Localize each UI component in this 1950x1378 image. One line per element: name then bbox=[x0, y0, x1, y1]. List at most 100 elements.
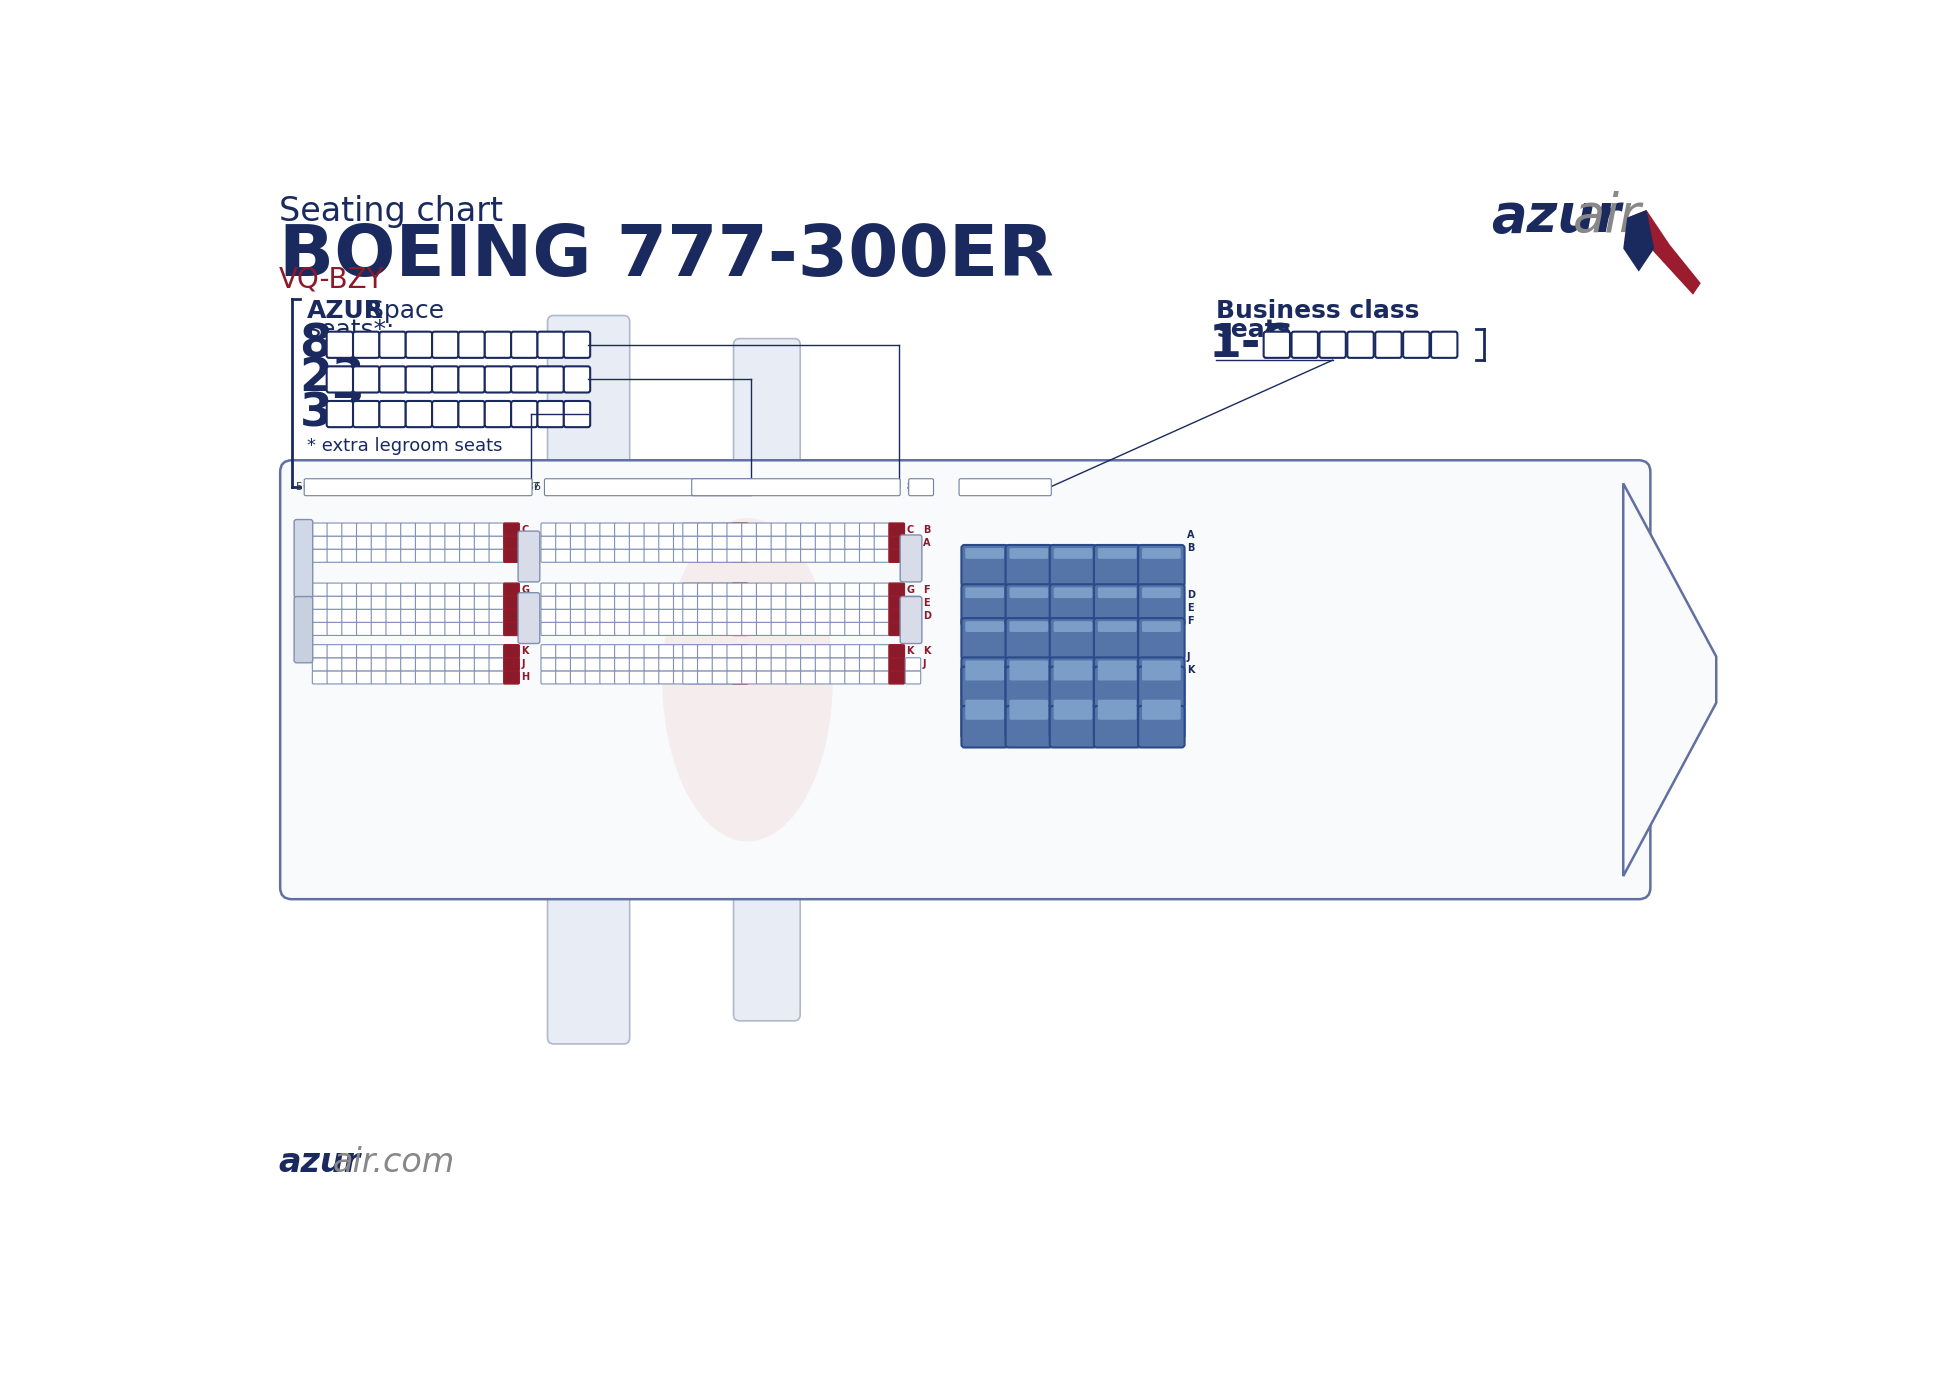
FancyBboxPatch shape bbox=[1094, 667, 1141, 708]
FancyBboxPatch shape bbox=[489, 583, 505, 597]
FancyBboxPatch shape bbox=[474, 536, 489, 550]
Text: B: B bbox=[1188, 543, 1193, 553]
FancyBboxPatch shape bbox=[564, 332, 591, 358]
FancyBboxPatch shape bbox=[486, 367, 511, 393]
FancyBboxPatch shape bbox=[571, 550, 585, 562]
FancyBboxPatch shape bbox=[433, 401, 458, 427]
Text: G: G bbox=[491, 371, 505, 389]
FancyBboxPatch shape bbox=[601, 597, 616, 609]
Text: D: D bbox=[922, 610, 930, 621]
Text: AZUR: AZUR bbox=[308, 299, 384, 322]
FancyBboxPatch shape bbox=[415, 597, 431, 609]
FancyBboxPatch shape bbox=[712, 524, 727, 536]
FancyBboxPatch shape bbox=[889, 645, 905, 657]
FancyBboxPatch shape bbox=[659, 671, 675, 683]
FancyBboxPatch shape bbox=[682, 645, 698, 657]
FancyBboxPatch shape bbox=[682, 524, 698, 536]
FancyBboxPatch shape bbox=[386, 657, 402, 671]
FancyBboxPatch shape bbox=[585, 583, 601, 597]
FancyBboxPatch shape bbox=[860, 524, 876, 536]
FancyBboxPatch shape bbox=[328, 332, 353, 358]
FancyBboxPatch shape bbox=[601, 623, 616, 635]
FancyBboxPatch shape bbox=[712, 623, 727, 635]
FancyBboxPatch shape bbox=[815, 597, 831, 609]
FancyBboxPatch shape bbox=[614, 623, 630, 635]
FancyBboxPatch shape bbox=[844, 623, 860, 635]
Text: air: air bbox=[1574, 190, 1642, 243]
Text: B: B bbox=[361, 336, 372, 354]
Text: A: A bbox=[1188, 531, 1195, 540]
FancyBboxPatch shape bbox=[727, 657, 743, 671]
FancyBboxPatch shape bbox=[874, 597, 889, 609]
FancyBboxPatch shape bbox=[712, 645, 727, 657]
Text: F: F bbox=[521, 598, 528, 608]
FancyBboxPatch shape bbox=[727, 609, 743, 623]
FancyBboxPatch shape bbox=[1143, 660, 1180, 671]
FancyBboxPatch shape bbox=[540, 583, 556, 597]
FancyBboxPatch shape bbox=[786, 524, 801, 536]
FancyBboxPatch shape bbox=[341, 623, 357, 635]
FancyBboxPatch shape bbox=[556, 583, 571, 597]
FancyBboxPatch shape bbox=[770, 536, 786, 550]
FancyBboxPatch shape bbox=[733, 536, 749, 550]
FancyBboxPatch shape bbox=[712, 583, 727, 597]
FancyBboxPatch shape bbox=[844, 645, 860, 657]
FancyBboxPatch shape bbox=[548, 878, 630, 1045]
FancyBboxPatch shape bbox=[458, 401, 486, 427]
FancyBboxPatch shape bbox=[400, 671, 415, 683]
FancyBboxPatch shape bbox=[353, 332, 380, 358]
FancyBboxPatch shape bbox=[959, 478, 1051, 496]
FancyBboxPatch shape bbox=[688, 536, 704, 550]
FancyBboxPatch shape bbox=[1098, 670, 1137, 681]
FancyBboxPatch shape bbox=[733, 878, 800, 1021]
FancyBboxPatch shape bbox=[965, 621, 1004, 633]
FancyBboxPatch shape bbox=[458, 332, 486, 358]
FancyBboxPatch shape bbox=[961, 667, 1008, 708]
FancyBboxPatch shape bbox=[786, 536, 801, 550]
FancyBboxPatch shape bbox=[415, 609, 431, 623]
FancyBboxPatch shape bbox=[328, 645, 343, 657]
FancyBboxPatch shape bbox=[415, 657, 431, 671]
FancyBboxPatch shape bbox=[341, 536, 357, 550]
FancyBboxPatch shape bbox=[1098, 621, 1137, 633]
FancyBboxPatch shape bbox=[415, 536, 431, 550]
Text: K: K bbox=[751, 646, 757, 656]
FancyBboxPatch shape bbox=[601, 550, 616, 562]
FancyBboxPatch shape bbox=[860, 550, 876, 562]
FancyBboxPatch shape bbox=[718, 657, 733, 671]
FancyBboxPatch shape bbox=[1006, 619, 1053, 660]
FancyBboxPatch shape bbox=[860, 671, 876, 683]
FancyBboxPatch shape bbox=[673, 671, 688, 683]
FancyBboxPatch shape bbox=[815, 609, 831, 623]
FancyBboxPatch shape bbox=[1098, 660, 1137, 671]
FancyBboxPatch shape bbox=[733, 597, 749, 609]
FancyBboxPatch shape bbox=[601, 536, 616, 550]
FancyBboxPatch shape bbox=[644, 597, 659, 609]
FancyBboxPatch shape bbox=[431, 671, 447, 683]
FancyBboxPatch shape bbox=[889, 536, 905, 550]
FancyBboxPatch shape bbox=[630, 583, 645, 597]
FancyBboxPatch shape bbox=[630, 550, 645, 562]
FancyBboxPatch shape bbox=[727, 671, 743, 683]
FancyBboxPatch shape bbox=[571, 657, 585, 671]
FancyBboxPatch shape bbox=[445, 671, 460, 683]
FancyBboxPatch shape bbox=[431, 524, 447, 536]
Text: K: K bbox=[922, 646, 930, 656]
FancyBboxPatch shape bbox=[460, 597, 476, 609]
FancyBboxPatch shape bbox=[400, 609, 415, 623]
FancyBboxPatch shape bbox=[386, 597, 402, 609]
FancyBboxPatch shape bbox=[844, 671, 860, 683]
FancyBboxPatch shape bbox=[1053, 708, 1092, 719]
Text: F: F bbox=[466, 405, 478, 423]
FancyBboxPatch shape bbox=[1053, 587, 1092, 598]
FancyBboxPatch shape bbox=[1094, 697, 1141, 739]
FancyBboxPatch shape bbox=[386, 623, 402, 635]
FancyBboxPatch shape bbox=[741, 657, 757, 671]
Text: E: E bbox=[521, 610, 528, 621]
FancyBboxPatch shape bbox=[601, 609, 616, 623]
FancyBboxPatch shape bbox=[770, 609, 786, 623]
FancyBboxPatch shape bbox=[727, 550, 743, 562]
FancyBboxPatch shape bbox=[503, 583, 519, 597]
FancyBboxPatch shape bbox=[844, 657, 860, 671]
FancyBboxPatch shape bbox=[538, 401, 564, 427]
